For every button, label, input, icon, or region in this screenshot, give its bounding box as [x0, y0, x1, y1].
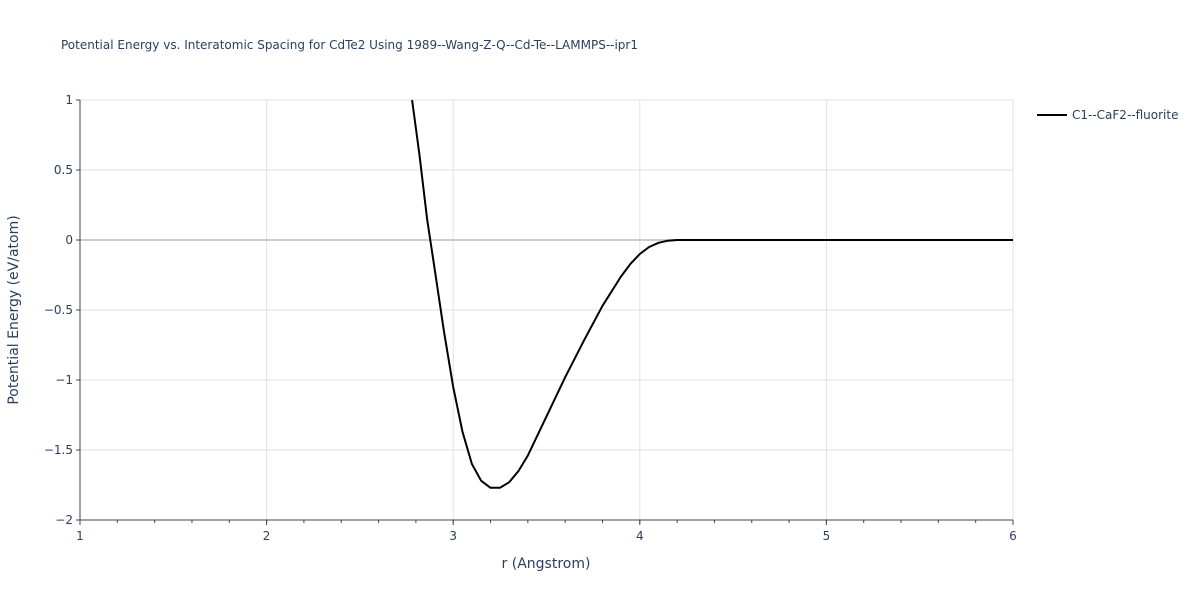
y-tick-label: 0 [65, 233, 73, 247]
y-axis-title: Potential Energy (eV/atom) [6, 215, 22, 404]
axes-layer: 1 2 3 4 5 6 1 0.5 0 −0.5 −1 −1.5 −2 [44, 93, 1017, 543]
grid-layer [80, 99, 1014, 520]
y-tick-label: −1.5 [44, 443, 73, 457]
x-tick-label: 6 [1009, 529, 1017, 543]
x-tick-label: 1 [76, 529, 84, 543]
y-tick-label: −1 [55, 373, 73, 387]
legend[interactable]: C1--CaF2--fluorite [1037, 108, 1178, 122]
x-axis-title: r (Angstrom) [502, 556, 591, 572]
legend-label[interactable]: C1--CaF2--fluorite [1072, 108, 1178, 122]
series-line [411, 99, 1013, 489]
y-tick-label: 1 [65, 93, 73, 107]
y-tick-label: −2 [55, 513, 73, 527]
x-tick-label: 5 [823, 529, 831, 543]
y-tick-label: 0.5 [54, 163, 73, 177]
x-tick-label: 3 [449, 529, 457, 543]
series-layer [411, 99, 1013, 489]
y-tick-label: −0.5 [44, 303, 73, 317]
chart-title: Potential Energy vs. Interatomic Spacing… [61, 38, 638, 52]
x-tick-label: 2 [263, 529, 271, 543]
x-tick-label: 4 [636, 529, 644, 543]
